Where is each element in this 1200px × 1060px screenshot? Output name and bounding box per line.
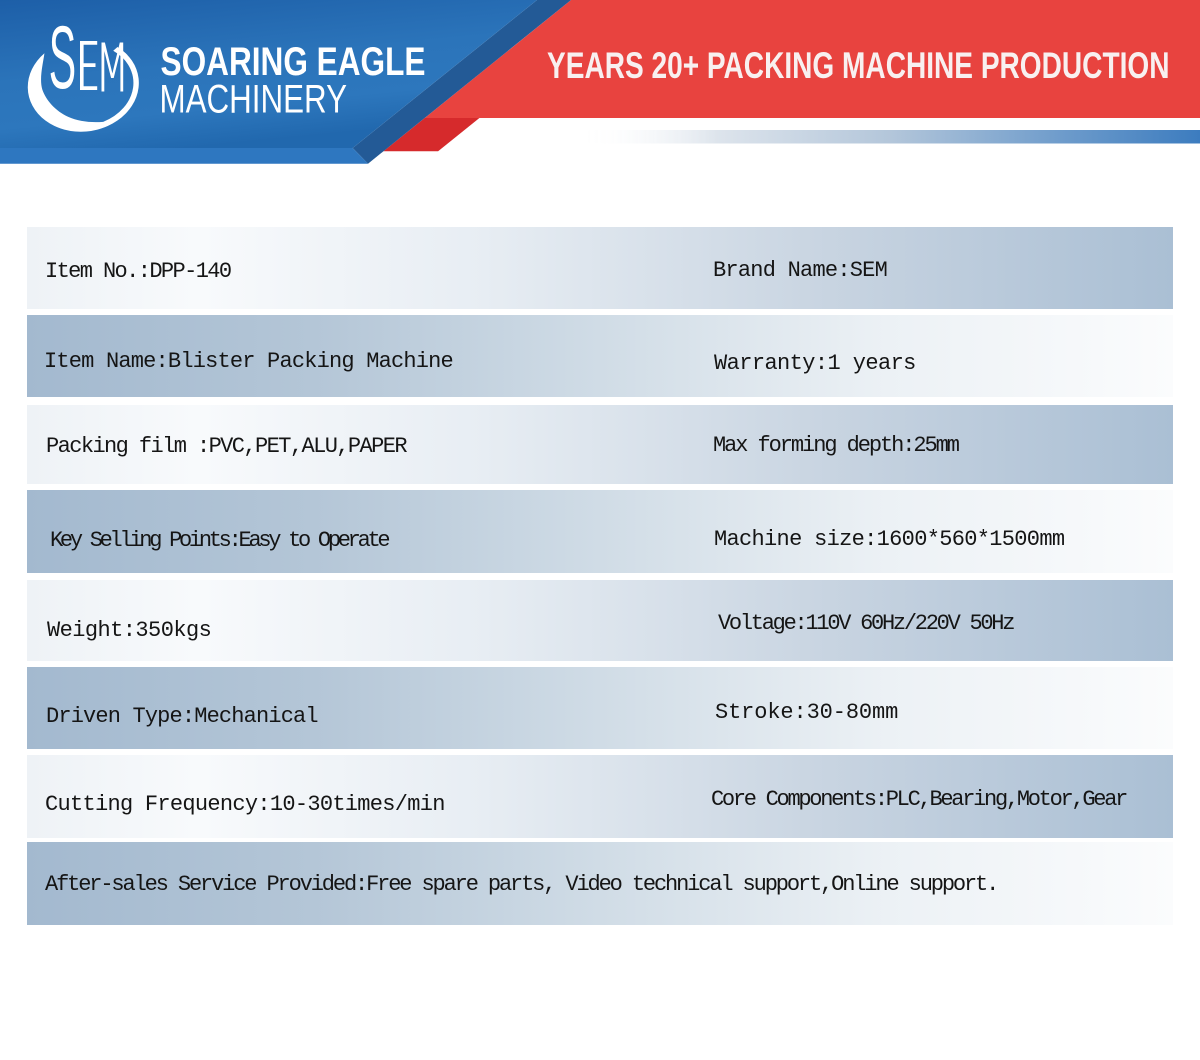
svg-text:YEARS 20+ PACKING MACHINE PROD: YEARS 20+ PACKING MACHINE PRODUCTION	[547, 45, 1170, 86]
svg-text:MACHINERY: MACHINERY	[160, 78, 348, 122]
svg-text:SOARING EAGLE: SOARING EAGLE	[161, 40, 426, 84]
svg-text:S: S	[49, 7, 76, 107]
